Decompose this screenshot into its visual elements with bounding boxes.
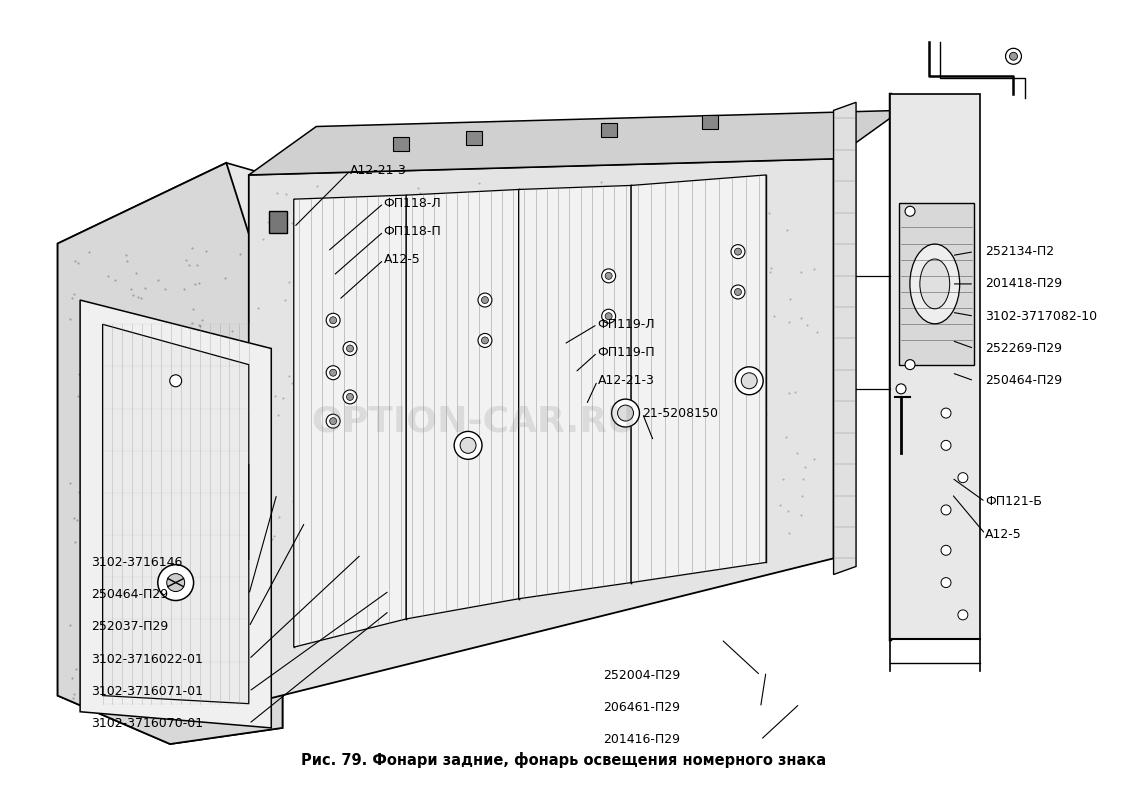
Circle shape	[330, 369, 337, 376]
Text: ФП119-П: ФП119-П	[598, 346, 655, 359]
Circle shape	[941, 505, 951, 515]
Circle shape	[330, 317, 337, 324]
Circle shape	[158, 565, 193, 600]
Circle shape	[606, 313, 612, 320]
Polygon shape	[103, 324, 249, 704]
Circle shape	[941, 441, 951, 450]
Circle shape	[344, 390, 357, 404]
Circle shape	[344, 342, 357, 356]
Polygon shape	[889, 94, 980, 639]
Circle shape	[941, 408, 951, 418]
Text: 3102-3716146: 3102-3716146	[92, 556, 183, 569]
Polygon shape	[249, 159, 834, 704]
Text: А12-5: А12-5	[384, 254, 420, 266]
Ellipse shape	[920, 259, 949, 309]
Circle shape	[741, 373, 757, 389]
Text: 206461-П29: 206461-П29	[603, 701, 680, 714]
Text: ФП118-Л: ФП118-Л	[384, 197, 442, 210]
Polygon shape	[58, 163, 282, 744]
Ellipse shape	[910, 244, 959, 324]
Text: 3102-3716071-01: 3102-3716071-01	[92, 685, 203, 698]
Circle shape	[905, 207, 915, 216]
Circle shape	[167, 573, 184, 591]
Circle shape	[941, 545, 951, 556]
Polygon shape	[632, 175, 766, 582]
Circle shape	[327, 313, 340, 327]
Text: А12-5: А12-5	[985, 527, 1023, 540]
Polygon shape	[519, 185, 632, 599]
Circle shape	[601, 269, 616, 283]
Circle shape	[611, 399, 640, 427]
Circle shape	[330, 418, 337, 424]
Circle shape	[481, 296, 488, 304]
Polygon shape	[406, 190, 519, 619]
Circle shape	[905, 360, 915, 369]
Polygon shape	[898, 203, 974, 364]
Circle shape	[170, 375, 182, 386]
Circle shape	[618, 405, 634, 421]
Circle shape	[454, 432, 483, 459]
Circle shape	[460, 437, 476, 454]
Text: 250464-П29: 250464-П29	[985, 374, 1062, 387]
Circle shape	[601, 309, 616, 323]
Circle shape	[478, 334, 492, 347]
Text: 252037-П29: 252037-П29	[92, 620, 168, 633]
Circle shape	[941, 578, 951, 587]
Circle shape	[958, 473, 968, 483]
Polygon shape	[80, 300, 271, 728]
Text: ФП121-Б: ФП121-Б	[985, 496, 1042, 509]
Text: 252004-П29: 252004-П29	[603, 669, 680, 682]
Text: 201418-П29: 201418-П29	[985, 277, 1062, 291]
Circle shape	[478, 293, 492, 307]
Text: А12-21-3: А12-21-3	[598, 374, 654, 387]
Text: ФП119-Л: ФП119-Л	[598, 318, 655, 330]
Circle shape	[606, 272, 612, 279]
Circle shape	[958, 610, 968, 620]
Polygon shape	[249, 110, 901, 175]
Text: OPTION-CAR.RU: OPTION-CAR.RU	[311, 404, 636, 438]
Text: Рис. 79. Фонари задние, фонарь освещения номерного знака: Рис. 79. Фонари задние, фонарь освещения…	[301, 752, 826, 768]
Circle shape	[1009, 53, 1017, 60]
Circle shape	[734, 248, 741, 255]
Text: ФП118-П: ФП118-П	[384, 225, 442, 238]
Bar	[702, 115, 718, 129]
Text: 201416-П29: 201416-П29	[603, 734, 680, 747]
Bar	[466, 131, 481, 145]
Text: 250464-П29: 250464-П29	[92, 588, 168, 601]
Circle shape	[481, 337, 488, 344]
Circle shape	[327, 414, 340, 428]
Circle shape	[347, 345, 354, 352]
Circle shape	[731, 285, 745, 299]
Polygon shape	[294, 195, 406, 647]
Circle shape	[736, 367, 763, 394]
Circle shape	[347, 394, 354, 400]
Polygon shape	[834, 102, 857, 574]
Polygon shape	[58, 163, 282, 744]
Circle shape	[896, 384, 906, 394]
Text: 3102-3716022-01: 3102-3716022-01	[92, 653, 203, 666]
Bar	[392, 137, 409, 151]
Text: 252269-П29: 252269-П29	[985, 342, 1062, 355]
Circle shape	[731, 245, 745, 258]
Text: 21-5208150: 21-5208150	[642, 407, 719, 420]
Text: А12-21-3: А12-21-3	[350, 164, 407, 177]
Text: 252134-П2: 252134-П2	[985, 245, 1054, 258]
Text: 3102-3717082-10: 3102-3717082-10	[985, 309, 1097, 322]
Bar	[601, 123, 617, 137]
Text: 3102-3716070-01: 3102-3716070-01	[92, 718, 203, 731]
Circle shape	[327, 366, 340, 380]
Circle shape	[1006, 49, 1022, 64]
Bar	[269, 211, 287, 233]
Circle shape	[734, 288, 741, 296]
